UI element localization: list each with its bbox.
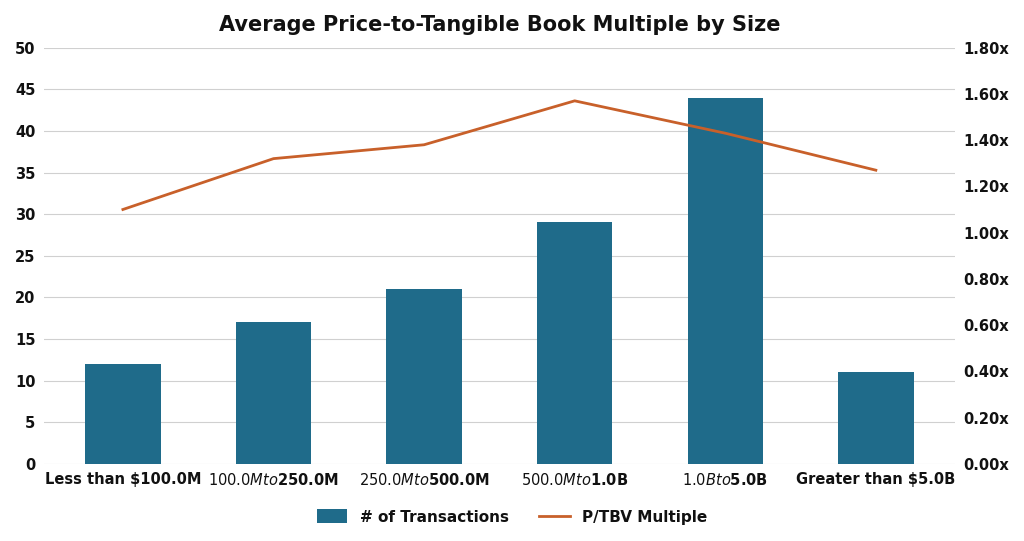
- Legend: # of Transactions, P/TBV Multiple: # of Transactions, P/TBV Multiple: [310, 503, 714, 531]
- Title: Average Price-to-Tangible Book Multiple by Size: Average Price-to-Tangible Book Multiple …: [219, 15, 780, 35]
- Bar: [537, 222, 612, 464]
- Bar: [386, 289, 462, 464]
- P/TBV Multiple: [418, 142, 430, 148]
- P/TBV Multiple: [267, 155, 280, 162]
- P/TBV Multiple: [117, 206, 129, 213]
- Bar: [839, 372, 913, 464]
- Line: P/TBV Multiple: P/TBV Multiple: [123, 101, 876, 209]
- Bar: [85, 364, 161, 464]
- Bar: [236, 322, 311, 464]
- P/TBV Multiple: [719, 130, 731, 136]
- P/TBV Multiple: [869, 167, 882, 174]
- Bar: [687, 97, 763, 464]
- P/TBV Multiple: [568, 97, 581, 104]
